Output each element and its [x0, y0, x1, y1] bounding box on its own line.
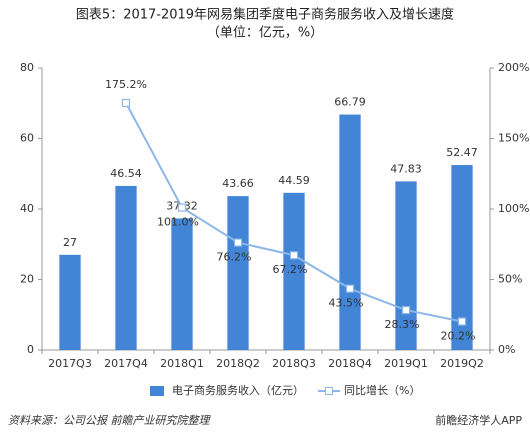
bar — [227, 196, 249, 350]
line-label: 28.3% — [385, 318, 420, 331]
legend-label: 同比增长（%） — [344, 383, 420, 397]
bar-label: 44.59 — [278, 174, 310, 187]
line-label: 175.2% — [105, 78, 147, 91]
line-marker — [121, 98, 131, 108]
bar — [171, 218, 193, 350]
bar — [451, 165, 473, 350]
source: 资料来源：公司公报 前瞻产业研究院整理 — [8, 414, 211, 427]
y-tick-label: 40 — [20, 202, 34, 215]
y-tick-label: 60 — [20, 132, 34, 145]
line-marker — [457, 317, 467, 326]
bar — [339, 114, 361, 350]
line-label: 101.0% — [157, 216, 199, 229]
x-tick-label: 2018Q2 — [216, 357, 260, 370]
line-label: 67.2% — [273, 263, 308, 276]
bar-label: 66.79 — [334, 96, 366, 109]
y2-tick-label: 100% — [498, 202, 529, 215]
bar — [115, 185, 137, 350]
bar-label: 27 — [63, 236, 77, 249]
bar-label: 47.83 — [390, 162, 422, 175]
line-marker — [233, 238, 243, 247]
chart-title: 图表5：2017-2019年网易集团季度电子商务服务收入及增长速度 — [76, 7, 454, 23]
x-tick-label: 2019Q2 — [440, 357, 484, 370]
y2-tick-label: 200% — [498, 61, 529, 74]
bar-label: 46.54 — [110, 167, 142, 180]
x-tick-label: 2018Q3 — [272, 357, 316, 370]
bar — [59, 254, 81, 350]
bar-label: 52.47 — [446, 146, 478, 159]
chart-subtitle: （单位：亿元，%） — [207, 26, 323, 41]
legend-swatch — [325, 387, 333, 395]
y2-tick-label: 50% — [498, 273, 522, 286]
line-marker — [289, 251, 299, 260]
line-marker — [401, 305, 411, 315]
x-tick-label: 2019Q1 — [384, 357, 428, 370]
x-tick-label: 2017Q4 — [104, 357, 148, 370]
line-marker — [177, 203, 187, 212]
legend-swatch — [150, 386, 164, 396]
bar-label: 43.66 — [222, 177, 254, 190]
x-tick-label: 2017Q3 — [48, 357, 92, 370]
line-label: 76.2% — [217, 251, 252, 264]
y2-tick-label: 0% — [498, 343, 515, 356]
x-tick-label: 2018Q4 — [328, 357, 372, 370]
legend-label: 电子商务服务收入（亿元） — [172, 383, 304, 397]
x-tick-label: 2018Q1 — [160, 357, 204, 370]
y-tick-label: 20 — [20, 273, 34, 286]
line-label: 20.2% — [441, 330, 476, 343]
y-tick-label: 0 — [27, 343, 34, 356]
brand: 前瞻经济学人APP — [435, 413, 522, 427]
y-tick-label: 80 — [20, 61, 34, 74]
bar — [283, 192, 305, 350]
line-label: 43.5% — [329, 297, 364, 310]
y2-tick-label: 150% — [498, 132, 529, 145]
line-marker — [345, 284, 355, 293]
